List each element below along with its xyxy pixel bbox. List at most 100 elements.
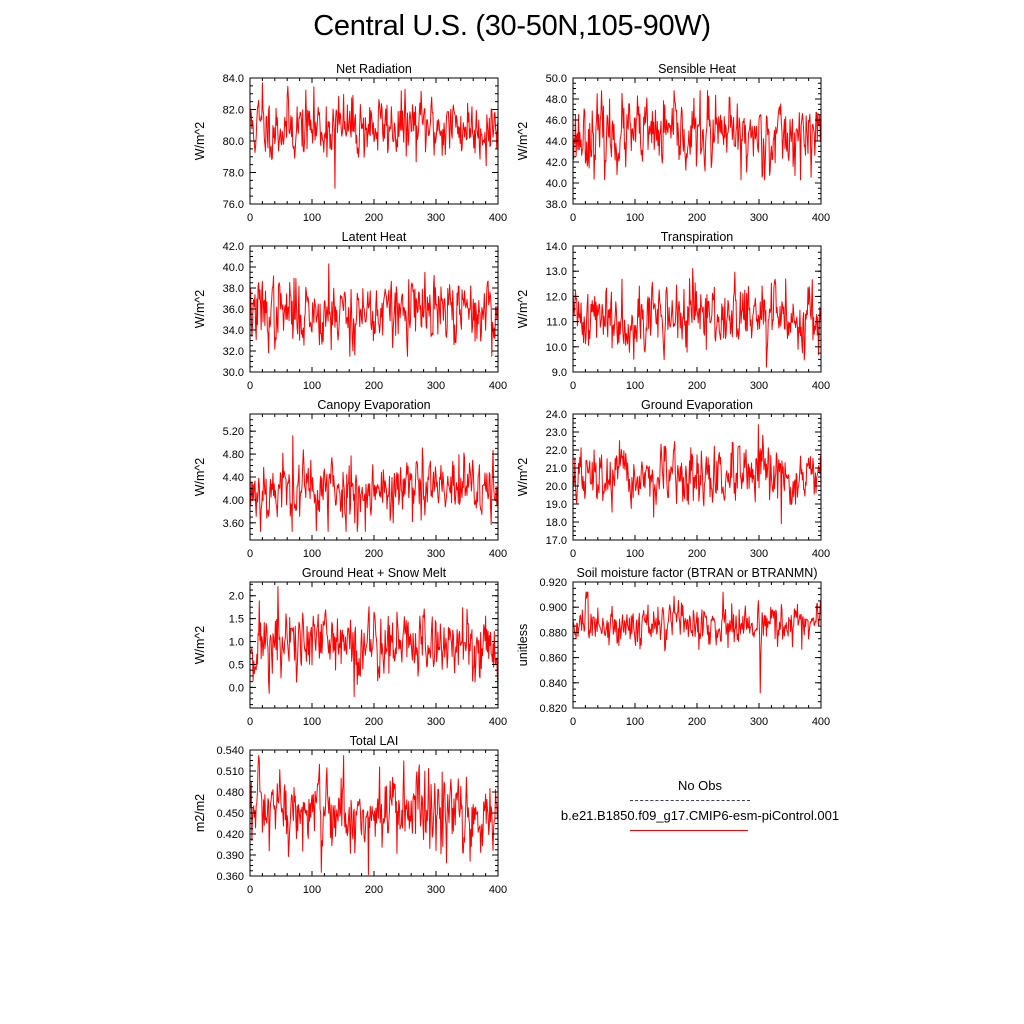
chart-title: Latent Heat <box>342 230 407 244</box>
series-line <box>249 435 499 532</box>
y-tick-label: 4.80 <box>223 449 244 461</box>
y-tick-label: 21.0 <box>546 463 567 475</box>
x-tick-label: 400 <box>489 212 507 224</box>
legend-obs-label: No Obs <box>677 778 723 793</box>
series-line <box>249 586 499 698</box>
y-tick-label: 1.0 <box>229 637 244 649</box>
x-tick-label: 400 <box>489 380 507 392</box>
y-axis-label: W/m^2 <box>193 122 207 161</box>
chart-title: Ground Evaporation <box>641 398 753 412</box>
legend-model-line <box>630 830 748 831</box>
y-tick-label: 78.0 <box>223 168 244 180</box>
legend-model-label: b.e21.B1850.f09_g17.CMIP6-esm-piControl.… <box>560 808 840 823</box>
y-tick-label: 2.0 <box>229 591 244 603</box>
series-line <box>572 90 822 181</box>
x-tick-label: 300 <box>750 548 768 560</box>
y-tick-label: 50.0 <box>546 73 567 85</box>
y-tick-label: 0.840 <box>539 678 567 690</box>
y-tick-label: 0.450 <box>216 808 244 820</box>
chart-title: Sensible Heat <box>658 62 736 76</box>
x-tick-label: 400 <box>812 716 830 728</box>
y-tick-label: 0.5 <box>229 659 244 671</box>
y-tick-label: 20.0 <box>546 481 567 493</box>
y-tick-label: 0.540 <box>216 745 244 757</box>
x-tick-label: 0 <box>247 716 253 728</box>
x-tick-label: 300 <box>427 548 445 560</box>
y-tick-label: 44.0 <box>546 136 567 148</box>
series-line <box>572 591 822 694</box>
y-tick-label: 22.0 <box>546 445 567 457</box>
x-tick-label: 0 <box>570 380 576 392</box>
x-tick-label: 300 <box>750 380 768 392</box>
y-tick-label: 36.0 <box>223 304 244 316</box>
x-tick-label: 400 <box>489 884 507 896</box>
chart-title: Ground Heat + Snow Melt <box>302 566 447 580</box>
x-tick-label: 0 <box>247 884 253 896</box>
y-axis-label: W/m^2 <box>516 290 530 329</box>
y-tick-label: 30.0 <box>223 367 244 379</box>
x-tick-label: 400 <box>489 548 507 560</box>
x-tick-label: 0 <box>247 380 253 392</box>
series-line <box>249 263 499 357</box>
chart-panel-latent-heat: Latent Heat W/m^2 0 100 200 300 400 30.0 32.0 34.… <box>193 230 507 392</box>
page-title: Central U.S. (30-50N,105-90W) <box>313 10 711 42</box>
y-tick-label: 5.20 <box>223 426 244 438</box>
y-tick-label: 0.860 <box>539 653 567 665</box>
y-tick-label: 84.0 <box>223 73 244 85</box>
x-tick-label: 100 <box>303 548 321 560</box>
y-tick-label: 0.920 <box>539 577 567 589</box>
x-tick-label: 100 <box>626 548 644 560</box>
y-tick-label: 46.0 <box>546 115 567 127</box>
x-tick-label: 100 <box>303 212 321 224</box>
y-axis-label: W/m^2 <box>193 458 207 497</box>
y-tick-label: 11.0 <box>546 317 567 329</box>
y-tick-label: 42.0 <box>546 157 567 169</box>
plot-frame <box>572 581 822 709</box>
x-tick-label: 0 <box>247 212 253 224</box>
x-tick-label: 200 <box>688 716 706 728</box>
y-tick-label: 12.0 <box>546 291 567 303</box>
y-axis-label: W/m^2 <box>516 122 530 161</box>
y-tick-label: 1.5 <box>229 614 244 626</box>
series-line <box>249 82 499 189</box>
y-tick-label: 23.0 <box>546 427 567 439</box>
y-tick-label: 80.0 <box>223 136 244 148</box>
y-tick-label: 82.0 <box>223 105 244 117</box>
y-tick-label: 40.0 <box>546 178 567 190</box>
y-axis-label: unitless <box>516 624 530 666</box>
y-tick-label: 19.0 <box>546 499 567 511</box>
x-tick-label: 0 <box>570 212 576 224</box>
chart-panel-soil-moisture-factor-btran-or-btranmn: Soil moisture factor (BTRAN or BTRANMN) u… <box>516 566 830 728</box>
x-tick-label: 400 <box>812 380 830 392</box>
y-tick-label: 38.0 <box>546 199 567 211</box>
chart-panel-canopy-evaporation: Canopy Evaporation W/m^2 0 100 200 300 400 3.60… <box>193 398 507 560</box>
x-tick-label: 300 <box>427 380 445 392</box>
x-tick-label: 200 <box>365 380 383 392</box>
y-axis-label: W/m^2 <box>516 458 530 497</box>
y-tick-label: 0.420 <box>216 829 244 841</box>
chart-panel-ground-heat-snow-melt: Ground Heat + Snow Melt W/m^2 0 100 200 300 40… <box>193 566 507 728</box>
chart-panel-net-radiation: Net Radiation W/m^2 0 100 200 300 400 76.0 78.0 8… <box>193 62 507 224</box>
x-tick-label: 100 <box>303 716 321 728</box>
y-tick-label: 4.40 <box>223 472 244 484</box>
y-tick-label: 0.360 <box>216 871 244 883</box>
y-axis-label: m2/m2 <box>193 794 207 832</box>
y-tick-label: 13.0 <box>546 266 567 278</box>
x-tick-label: 400 <box>489 716 507 728</box>
series-line <box>249 755 499 876</box>
x-tick-label: 100 <box>626 716 644 728</box>
x-tick-label: 200 <box>688 548 706 560</box>
x-tick-label: 0 <box>247 548 253 560</box>
y-tick-label: 48.0 <box>546 94 567 106</box>
chart-panel-ground-evaporation: Ground Evaporation W/m^2 0 100 200 300 400 17.0… <box>516 398 830 560</box>
x-tick-label: 200 <box>365 716 383 728</box>
series-line <box>572 424 822 525</box>
y-tick-label: 3.60 <box>223 518 244 530</box>
x-tick-label: 200 <box>365 884 383 896</box>
y-tick-label: 34.0 <box>223 325 244 337</box>
y-tick-label: 17.0 <box>546 535 567 547</box>
legend: No Obs b.e21.B1850.f09_g17.CMIP6-esm-piC… <box>520 776 880 846</box>
y-tick-label: 0.0 <box>229 682 244 694</box>
y-tick-label: 4.00 <box>223 495 244 507</box>
